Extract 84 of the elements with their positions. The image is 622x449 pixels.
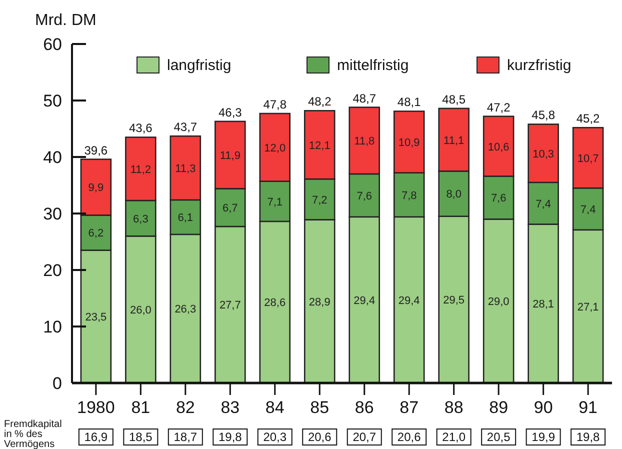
total-label: 48,5 [442, 92, 466, 106]
x-tick-label: 1980 [77, 398, 115, 417]
data-label: 10,6 [488, 141, 510, 154]
data-label: 6,3 [133, 213, 148, 226]
data-label: 29,4 [398, 294, 420, 307]
data-label: 28,1 [532, 298, 554, 311]
data-label: 8,0 [446, 188, 462, 201]
data-label: 7,8 [401, 190, 417, 202]
total-label: 48,2 [308, 94, 332, 109]
data-label: 26,3 [174, 304, 196, 316]
data-label: 6,2 [88, 228, 104, 240]
data-label: 11,8 [354, 136, 375, 148]
total-label: 47,2 [486, 100, 511, 114]
text: 19,9 [532, 430, 556, 444]
data-label: 10,7 [577, 152, 599, 165]
data-label: 7,2 [312, 194, 328, 206]
x-tick-label: 81 [131, 398, 150, 417]
y-tick-label: 0 [52, 374, 62, 393]
text: 21,0 [442, 430, 466, 444]
data-label: 10,3 [532, 148, 554, 160]
data-label: 27,7 [219, 300, 241, 312]
data-label: 29,5 [443, 294, 465, 307]
total-label: 46,3 [218, 105, 242, 120]
y-axis-title: Mrd. DM [35, 12, 96, 29]
data-label: 11,3 [175, 163, 196, 176]
x-tick-label: 89 [489, 398, 508, 417]
legend-label: mittelfristig [337, 57, 409, 74]
data-label: 7,4 [536, 198, 551, 210]
data-label: 6,1 [178, 212, 194, 224]
y-tick-label: 10 [43, 318, 62, 336]
data-label: 12,1 [308, 140, 330, 152]
data-label: 12,0 [264, 142, 286, 154]
data-label: 7,6 [356, 190, 372, 202]
text: 18,7 [174, 430, 198, 444]
text: Fremdkapital in % des Vermögens [4, 419, 62, 449]
data-label: 28,9 [308, 296, 330, 308]
text: 19,8 [218, 430, 242, 444]
data-label: 10,9 [398, 137, 420, 150]
data-label: 7,6 [490, 192, 506, 205]
y-tick-label: 40 [43, 148, 62, 167]
y-tick-label: 20 [43, 261, 62, 280]
x-tick-label: 82 [176, 398, 195, 417]
data-label: 11,2 [130, 164, 151, 176]
y-tick-label: 50 [43, 92, 62, 110]
text: 18,5 [128, 430, 153, 444]
data-label: 29,0 [488, 296, 510, 308]
data-label: 28,6 [264, 297, 286, 310]
text: 16,9 [84, 430, 108, 444]
data-label: 11,9 [220, 150, 240, 162]
text: 20,6 [397, 430, 422, 444]
total-label: 45,8 [532, 108, 556, 122]
data-label: 7,1 [267, 196, 283, 208]
x-tick-label: 83 [220, 398, 240, 417]
data-label: 9,9 [88, 182, 104, 194]
x-tick-label: 87 [400, 398, 419, 417]
total-label: 45,2 [576, 112, 600, 126]
x-tick-label: 88 [444, 398, 464, 417]
x-tick-label: 85 [310, 398, 330, 417]
data-label: 7,4 [580, 204, 596, 216]
text: 20,3 [263, 430, 287, 444]
total-label: 39,6 [84, 143, 108, 158]
data-label: 29,4 [354, 294, 376, 307]
x-tick-label: 86 [354, 398, 374, 417]
data-label: 6,7 [222, 202, 238, 215]
data-label: 27,1 [577, 301, 599, 314]
legend-label: kurzfristig [507, 57, 572, 74]
data-label: 23,5 [85, 312, 107, 324]
total-label: 48,7 [352, 91, 376, 106]
x-tick-label: 84 [265, 398, 284, 417]
text: 20,5 [486, 430, 511, 444]
data-label: 11,1 [444, 134, 464, 147]
x-tick-label: 90 [534, 398, 553, 417]
text: 20,6 [308, 430, 332, 444]
x-tick-label: 91 [578, 398, 598, 417]
legend-label: langfristig [167, 57, 232, 74]
y-tick-label: 60 [43, 35, 62, 54]
y-tick-label: 30 [43, 204, 62, 224]
text: 19,8 [576, 430, 600, 444]
total-label: 43,6 [128, 121, 153, 136]
total-label: 47,8 [263, 97, 287, 112]
total-label: 48,1 [397, 95, 422, 110]
total-label: 43,7 [174, 120, 198, 134]
text: 20,7 [352, 430, 376, 444]
data-label: 26,0 [130, 304, 152, 317]
